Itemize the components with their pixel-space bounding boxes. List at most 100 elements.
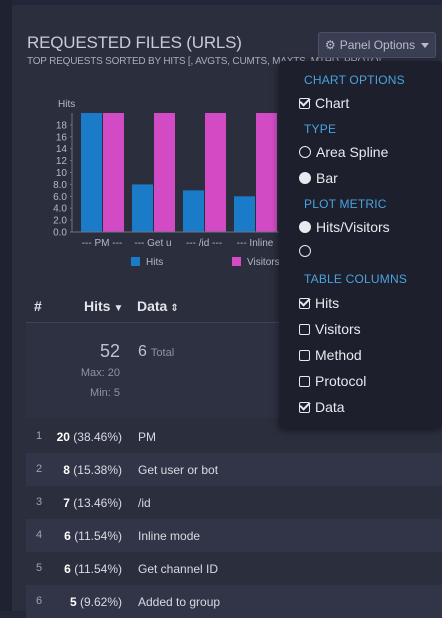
row-hits-percent: (11.54%)	[74, 562, 122, 576]
panel-options-button[interactable]: ⚙ Panel Options	[318, 32, 436, 58]
bar-hits-4	[234, 196, 255, 232]
y-tick-label: 8.0	[53, 180, 67, 191]
y-tick-label: 10	[56, 168, 68, 179]
left-gutter	[0, 0, 12, 611]
row-hits-count: 5	[69, 595, 77, 609]
row-hits-percent: (11.54%)	[74, 529, 122, 543]
row-hits-count: 6	[64, 529, 71, 543]
panel-top-border	[12, 0, 442, 5]
chart-toggle-label: Chart	[315, 95, 350, 111]
checkbox-empty-icon	[299, 375, 310, 387]
bar-visitors-3	[205, 113, 226, 232]
table-body: 1 20 (38.46%) PM 2 8 (15.38%) Get user o…	[26, 420, 442, 618]
row-data: Get user or bot	[138, 463, 219, 477]
radio-empty-icon	[299, 245, 311, 257]
row-index: 6	[36, 595, 43, 607]
column-data-toggle[interactable]: Data	[299, 399, 345, 415]
caret-down-icon	[421, 42, 430, 48]
radio-selected-icon	[299, 221, 311, 233]
column-protocol-label: Protocol	[315, 373, 367, 389]
table-row[interactable]: 3 7 (13.46%) /id	[26, 486, 442, 519]
table-row[interactable]: 5 6 (11.54%) Get channel ID	[26, 552, 442, 585]
sort-desc-icon: ▼	[113, 303, 124, 314]
y-axis-label: Hits	[58, 99, 75, 110]
x-tick-label: --- /id ---	[186, 238, 222, 249]
bar-label: Bar	[316, 170, 338, 186]
y-tick-label: 16	[56, 132, 68, 143]
row-data: Inline mode	[138, 529, 201, 543]
col-header-index: #	[34, 298, 42, 314]
sort-both-icon: ⇕	[170, 303, 179, 314]
row-hits: 5 (9.62%)	[70, 595, 122, 609]
bar-hits-3	[183, 190, 204, 232]
legend-swatch-visitors	[232, 257, 241, 266]
y-tick-label: 18	[56, 120, 68, 131]
radio-empty-icon	[299, 146, 311, 158]
checkbox-checked-icon	[299, 297, 310, 309]
type-area-spline-option[interactable]: Area Spline	[299, 144, 388, 160]
row-data: Get channel ID	[138, 562, 219, 576]
row-hits: 7 (13.46%)	[63, 496, 122, 510]
table-row[interactable]: 4 6 (11.54%) Inline mode	[26, 519, 442, 552]
column-protocol-toggle[interactable]: Protocol	[299, 373, 366, 389]
row-index: 4	[36, 529, 43, 541]
column-visitors-toggle[interactable]: Visitors	[299, 321, 361, 337]
col-header-data-label: Data	[137, 298, 168, 314]
summary-max: Max: 20	[80, 367, 120, 379]
table-row[interactable]: 2 8 (15.38%) Get user or bot	[26, 453, 442, 486]
table-row[interactable]: 6 5 (9.62%) Added to group	[26, 585, 442, 618]
column-hits-toggle[interactable]: Hits	[299, 295, 339, 311]
row-hits: 6 (11.54%)	[64, 562, 122, 576]
bar-visitors-1	[103, 113, 124, 232]
y-tick-label: 14	[56, 144, 68, 155]
bar-hits-1	[81, 113, 102, 232]
chart-toggle[interactable]: Chart	[299, 95, 349, 111]
summary-total-hits: 52	[99, 341, 120, 361]
panel-options-dropdown: CHART OPTIONS Chart TYPE Area Spline Bar…	[279, 61, 442, 428]
row-hits-count: 7	[63, 496, 70, 510]
y-tick-label: 4.0	[53, 204, 67, 215]
col-header-hits-label: Hits	[84, 298, 111, 314]
column-method-label: Method	[315, 347, 362, 363]
column-data-label: Data	[315, 399, 345, 415]
table-columns-header: TABLE COLUMNS	[304, 272, 408, 286]
metric-hits-visitors-option[interactable]: Hits/Visitors	[299, 219, 390, 235]
row-hits-count: 20	[56, 430, 70, 444]
row-hits: 8 (15.38%)	[63, 463, 122, 477]
row-data: Added to group	[138, 595, 221, 609]
row-data: PM	[138, 430, 156, 444]
column-method-toggle[interactable]: Method	[299, 347, 362, 363]
table-row[interactable]: 1 20 (38.46%) PM	[26, 420, 442, 453]
panel-title: REQUESTED FILES (URLS)	[27, 33, 242, 52]
type-header: TYPE	[304, 122, 337, 136]
row-hits-percent: (38.46%)	[73, 430, 122, 444]
row-hits-count: 8	[63, 463, 70, 477]
summary-data-number: 6	[138, 343, 147, 360]
table-header-row: # Hits ▼ Data ⇕	[26, 289, 442, 321]
type-bar-option[interactable]: Bar	[299, 170, 338, 186]
row-index: 2	[36, 463, 43, 475]
row-index: 3	[36, 496, 43, 508]
metric-second-option[interactable]	[299, 245, 316, 257]
bar-visitors-4	[256, 113, 277, 232]
checkbox-checked-icon	[299, 97, 310, 109]
area-spline-label: Area Spline	[316, 144, 389, 160]
x-tick-label: --- PM ---	[82, 238, 123, 249]
chart-options-header: CHART OPTIONS	[304, 73, 405, 87]
y-tick-label: 12	[56, 156, 68, 167]
plot-metric-header: PLOT METRIC	[304, 197, 387, 211]
row-hits-percent: (15.38%)	[73, 463, 122, 477]
summary-data-count: 6 Total	[138, 343, 174, 361]
summary-min: Min: 5	[90, 387, 120, 399]
column-hits-label: Hits	[315, 295, 340, 311]
y-tick-label: 0.0	[53, 228, 67, 239]
col-header-hits[interactable]: Hits ▼	[84, 298, 123, 314]
column-visitors-label: Visitors	[315, 321, 361, 337]
radio-selected-icon	[299, 172, 311, 184]
row-index: 5	[36, 562, 43, 574]
bar-hits-2	[132, 184, 153, 232]
col-header-data[interactable]: Data ⇕	[137, 298, 179, 314]
checkbox-empty-icon	[299, 323, 310, 335]
panel-options-label: Panel Options	[339, 38, 416, 52]
row-hits-count: 6	[64, 562, 71, 576]
